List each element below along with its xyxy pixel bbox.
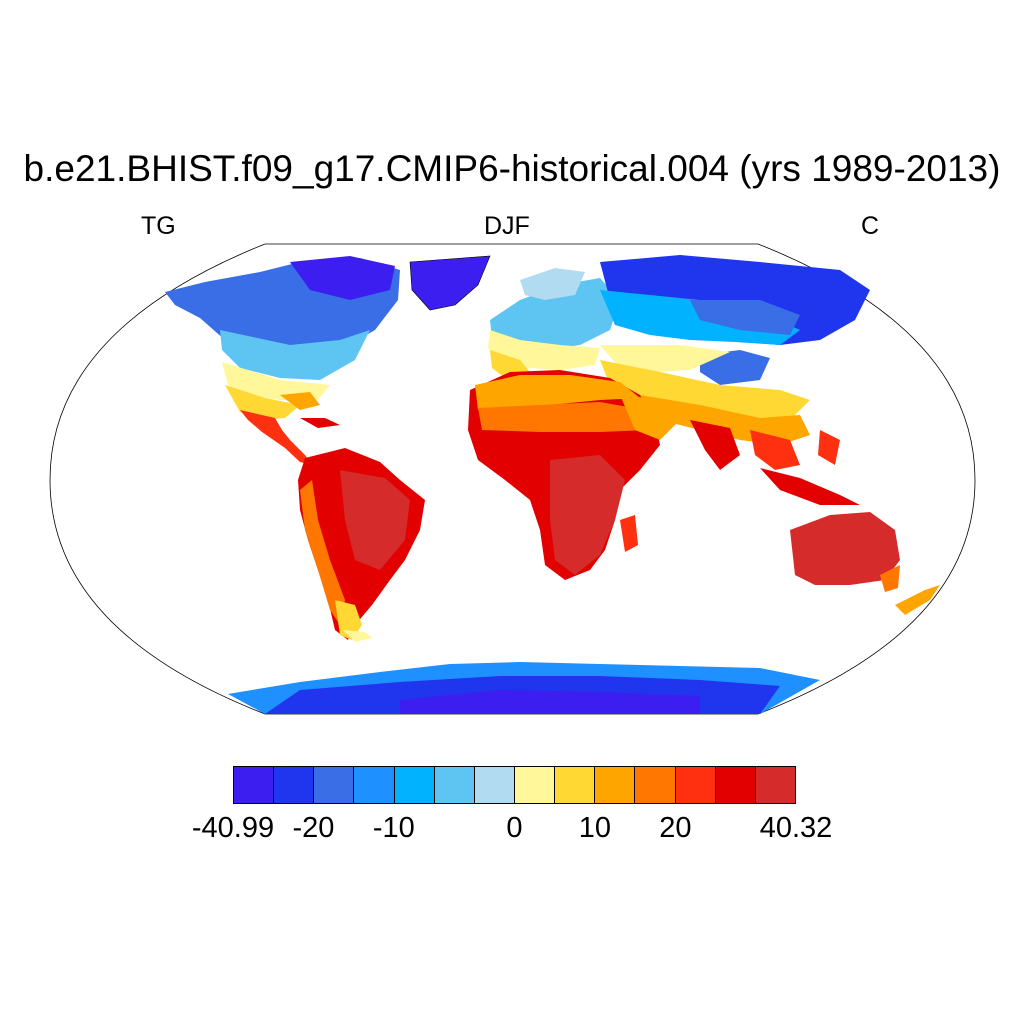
asia — [600, 255, 870, 505]
units-label: C — [861, 212, 880, 240]
colorbar-tick-label: 10 — [578, 812, 612, 844]
north-america — [165, 256, 400, 474]
colorbar-box — [434, 767, 475, 803]
season-label: DJF — [484, 212, 530, 240]
colorbar — [233, 766, 796, 804]
colorbar-box — [675, 767, 716, 803]
africa — [468, 370, 660, 580]
colorbar-box — [314, 767, 355, 803]
colorbar-tick-label: -10 — [372, 812, 415, 844]
colorbar-box — [354, 767, 395, 803]
colorbar-box — [234, 767, 275, 803]
arabian-peninsula — [620, 395, 680, 440]
colorbar-tick-label: -20 — [292, 812, 335, 844]
colorbar-tick-label: 0 — [506, 812, 523, 844]
colorbar-tick-label: 40.32 — [759, 812, 833, 844]
colorbar-box — [514, 767, 556, 803]
south-america — [298, 448, 425, 642]
colorbar-box — [715, 767, 756, 803]
colorbar-tick-label: 20 — [659, 812, 692, 844]
australia — [790, 512, 940, 615]
colorbar-box — [274, 767, 315, 803]
colorbar-tick-label: -40.99 — [191, 812, 275, 844]
colorbar-box — [755, 767, 795, 803]
variable-label: TG — [141, 212, 176, 240]
colorbar-box — [635, 767, 676, 803]
colorbar-box — [595, 767, 636, 803]
colorbar-box — [474, 767, 515, 803]
europe — [488, 268, 620, 378]
antarctica — [228, 662, 820, 714]
plot-title: b.e21.BHIST.f09_g17.CMIP6-historical.004… — [23, 148, 1001, 189]
greenland — [409, 255, 491, 311]
colorbar-box — [394, 767, 435, 803]
colorbar-box — [555, 767, 596, 803]
